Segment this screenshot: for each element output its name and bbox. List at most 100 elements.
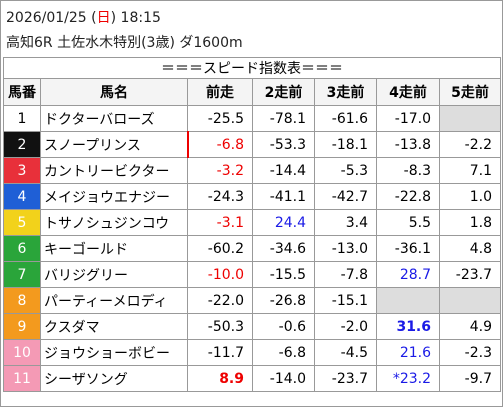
horse-row: 9 クスダマ -50.3 -0.6 -2.0 31.6 4.9 <box>3 313 501 340</box>
speed-index: 28.7 <box>376 261 440 288</box>
horse-row: 6 キーゴールド -60.2 -34.6 -13.0 -36.1 4.8 <box>3 235 501 262</box>
speed-index <box>439 105 501 132</box>
speed-index: 4.9 <box>439 313 501 340</box>
horse-name: カントリービクター <box>40 157 188 184</box>
column-header: 馬名 <box>40 78 188 106</box>
column-header: 4走前 <box>376 78 440 106</box>
speed-index: -13.8 <box>376 131 440 158</box>
speed-index: -50.3 <box>187 313 253 340</box>
speed-index: -23.7 <box>439 261 501 288</box>
speed-index: 1.8 <box>439 209 501 236</box>
horse-row: 1 ドクターバローズ -25.5 -78.1 -61.6 -17.0 <box>3 105 501 132</box>
horse-name: クスダマ <box>40 313 188 340</box>
column-header: 2走前 <box>252 78 315 106</box>
speed-index: -42.7 <box>314 183 377 210</box>
speed-index <box>376 287 440 314</box>
column-header: 前走 <box>187 78 253 106</box>
horse-number: 10 <box>3 339 41 366</box>
table-title: ＝＝＝スピード指数表＝＝＝ <box>3 57 501 79</box>
speed-index: -3.2 <box>187 157 253 184</box>
column-header: 馬番 <box>3 78 41 106</box>
speed-index: -6.8 <box>252 339 315 366</box>
speed-index: -60.2 <box>187 235 253 262</box>
speed-index: -13.0 <box>314 235 377 262</box>
speed-index: -15.5 <box>252 261 315 288</box>
race: 高知6R 土佐水木特別(3歳) ダ1600m <box>6 35 243 51</box>
horse-row: 3 カントリービクター -3.2 -14.4 -5.3 -8.3 7.1 <box>3 157 501 184</box>
speed-index: *23.2 <box>376 365 440 392</box>
horse-row: 5 トサノシュジンコウ -3.1 24.4 3.4 5.5 1.8 <box>3 209 501 236</box>
speed-index: -2.0 <box>314 313 377 340</box>
horse-number: 1 <box>3 105 41 132</box>
horse-number: 3 <box>3 157 41 184</box>
speed-index: -4.5 <box>314 339 377 366</box>
speed-index: 24.4 <box>252 209 315 236</box>
speed-index: -22.0 <box>187 287 253 314</box>
horse-row: 2 スノープリンス -6.8 -53.3 -18.1 -13.8 -2.2 <box>3 131 501 158</box>
speed-index: -15.1 <box>314 287 377 314</box>
horse-number: 9 <box>3 313 41 340</box>
horse-row: 7 バリジグリー -10.0 -15.5 -7.8 28.7 -23.7 <box>3 261 501 288</box>
speed-index: -25.5 <box>187 105 253 132</box>
speed-index: -18.1 <box>314 131 377 158</box>
speed-table: ＝＝＝スピード指数表＝＝＝ 馬番 馬名 前走 2走前 3走前 4走前 5走前 1 ドクターバロー… <box>3 57 501 392</box>
speed-index: -41.1 <box>252 183 315 210</box>
date-line: 2026/01/25 (日) 18:15 <box>6 10 161 26</box>
speed-index: -9.7 <box>439 365 501 392</box>
speed-index: 21.6 <box>376 339 440 366</box>
horse-name: バリジグリー <box>40 261 188 288</box>
horse-name: メイジョウエナジー <box>40 183 188 210</box>
horse-name: ドクターバローズ <box>40 105 188 132</box>
speed-index: -23.7 <box>314 365 377 392</box>
horse-name: スノープリンス <box>40 131 188 158</box>
speed-index: -8.3 <box>376 157 440 184</box>
horse-number: 7 <box>3 261 41 288</box>
speed-index: 3.4 <box>314 209 377 236</box>
horse-number: 5 <box>3 209 41 236</box>
speed-index: -53.3 <box>252 131 315 158</box>
horse-number: 6 <box>3 235 41 262</box>
horse-number: 8 <box>3 287 41 314</box>
horse-row: 11 シーザソング 8.9 -14.0 -23.7 *23.2 -9.7 <box>3 365 501 392</box>
horse-row: 10 ジョウショーボビー -11.7 -6.8 -4.5 21.6 -2.3 <box>3 339 501 366</box>
speed-index: -10.0 <box>187 261 253 288</box>
horse-number: 11 <box>3 365 41 392</box>
column-header: 3走前 <box>314 78 377 106</box>
speed-index: 5.5 <box>376 209 440 236</box>
speed-index: -11.7 <box>187 339 253 366</box>
speed-index: -78.1 <box>252 105 315 132</box>
speed-index: -26.8 <box>252 287 315 314</box>
speed-index: 8.9 <box>187 365 253 392</box>
speed-index: -5.3 <box>314 157 377 184</box>
speed-index: -36.1 <box>376 235 440 262</box>
horse-row: 8 パーティーメロディ -22.0 -26.8 -15.1 <box>3 287 501 314</box>
speed-index: -14.0 <box>252 365 315 392</box>
speed-index: -24.3 <box>187 183 253 210</box>
horse-number: 4 <box>3 183 41 210</box>
horse-number: 2 <box>3 131 41 158</box>
date: 2026/01/25 <box>6 10 87 26</box>
horse-name: シーザソング <box>40 365 188 392</box>
column-header: 5走前 <box>439 78 501 106</box>
speed-index: -61.6 <box>314 105 377 132</box>
speed-index: -3.1 <box>187 209 253 236</box>
speed-index <box>439 287 501 314</box>
speed-index: -2.2 <box>439 131 501 158</box>
speed-index: -34.6 <box>252 235 315 262</box>
speed-index: 1.0 <box>439 183 501 210</box>
speed-index: -2.3 <box>439 339 501 366</box>
weekday: 日 <box>96 10 111 26</box>
title-row: ＝＝＝スピード指数表＝＝＝ <box>3 57 501 79</box>
speed-index: 7.1 <box>439 157 501 184</box>
speed-index: -17.0 <box>376 105 440 132</box>
horse-name: パーティーメロディ <box>40 287 188 314</box>
speed-index: -6.8 <box>186 131 253 158</box>
speed-index: -14.4 <box>252 157 315 184</box>
horse-name: トサノシュジンコウ <box>40 209 188 236</box>
speed-index: 4.8 <box>439 235 501 262</box>
speed-index: 31.6 <box>376 313 440 340</box>
speed-index: -7.8 <box>314 261 377 288</box>
horse-name: ジョウショーボビー <box>40 339 188 366</box>
header-row: 馬番 馬名 前走 2走前 3走前 4走前 5走前 <box>3 78 501 106</box>
speed-index: -0.6 <box>252 313 315 340</box>
